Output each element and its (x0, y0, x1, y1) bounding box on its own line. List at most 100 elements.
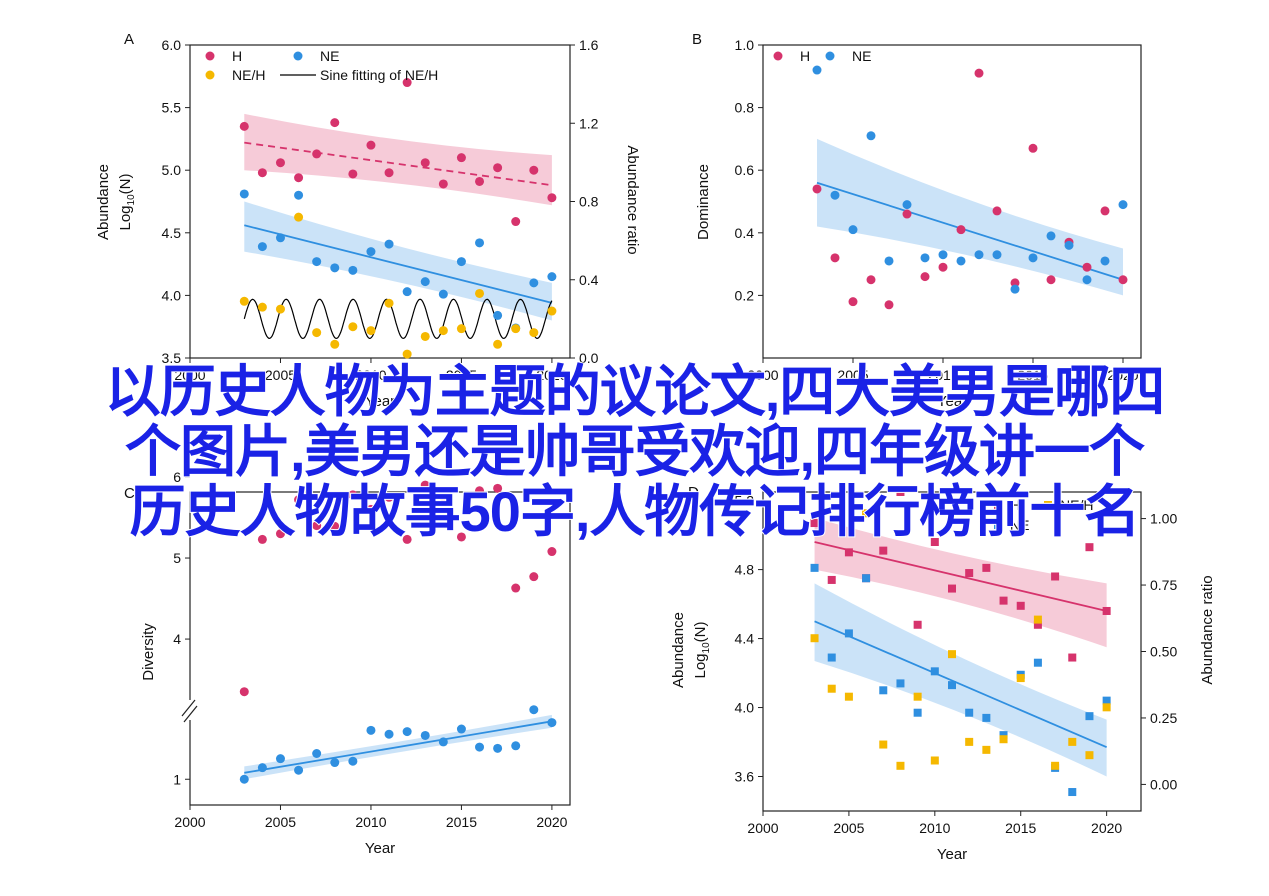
panel-d-ne-point (948, 681, 956, 690)
panel-c-xtick-label: 2000 (174, 814, 205, 830)
panel-d-h-point (1051, 572, 1060, 581)
panel-c-h-point (493, 483, 503, 493)
panel-d-neh-point (1051, 761, 1060, 770)
panel-d-ylabel: Abundance (670, 612, 687, 688)
panel-a-y2tick-label: 1.2 (579, 115, 599, 131)
panel-d-neh-point (1102, 703, 1111, 712)
panel-b-ne-point (884, 256, 894, 266)
panel-b-h-point (1118, 275, 1128, 285)
panel-c-h-point (511, 583, 521, 593)
panel-c-xtick-label: 2010 (355, 814, 386, 830)
panel-b-h-point (938, 262, 948, 272)
panel-a-ne-point (366, 247, 376, 257)
panel-c-ne-point (475, 742, 485, 752)
panel-a: A 2000 2005 2010 2015 2020 Year 3.5 4.0 4.5 5.0 5.… (95, 31, 641, 410)
panel-a-plot: 2000 2005 2010 2015 2020 Year 3.5 4.0 4.5 5.0 5.5 6… (162, 37, 599, 410)
panel-a-ne-point (330, 263, 340, 273)
panel-a-neh-point (475, 288, 485, 298)
panel-b-ne-point (902, 200, 912, 210)
panel-c-ne-point (257, 763, 267, 773)
panel-a-ne-point (257, 242, 267, 252)
panel-a-h-point (402, 78, 412, 88)
panel-d-h-point (1102, 606, 1111, 615)
legend-neh-marker (205, 70, 215, 80)
panel-d-h-point (913, 620, 922, 629)
panel-b-ne-point (830, 190, 840, 200)
panel-a-sine-fit-line (243, 298, 553, 340)
panel-a-neh-point (239, 296, 249, 306)
panel-a-ytick-label: 5.5 (162, 100, 182, 116)
panel-d-ne-point (810, 563, 819, 572)
panel-a-ne-point (438, 289, 448, 299)
panel-d-neh-point (913, 692, 922, 701)
panel-a-xtick-label: 2020 (536, 367, 567, 383)
panel-a-label: A (124, 31, 134, 48)
panel-d-ne-point (965, 708, 974, 717)
panel-d-y2tick-label: 0.00 (1150, 776, 1177, 792)
panel-d-xtick-label: 2015 (1005, 820, 1036, 836)
panel-b-ne-point (920, 253, 930, 263)
legend-ne-label: NE (320, 48, 339, 64)
panel-d: D 2000 2005 2010 2015 2020 Year 3.6 4.0 4.4 4.8 5.… (670, 484, 1216, 863)
panel-c-ne-point (456, 724, 466, 734)
panel-a-neh-point (312, 328, 322, 338)
panel-b-ne-point (1118, 200, 1128, 210)
panel-d-neh-point (1016, 674, 1025, 683)
panel-b-xlabel: Year (937, 393, 967, 410)
panel-a-xtick-label: 2015 (446, 367, 477, 383)
panel-d-h-point (948, 584, 956, 593)
panel-d-ytick-label: 5.2 (735, 493, 755, 509)
panel-a-ne-point (275, 233, 285, 243)
panel-a-ylabel: Abundance (95, 164, 112, 240)
panel-a-neh-point (438, 326, 448, 336)
panel-a-ne-fit-line (244, 224, 553, 304)
panel-a-h-point (529, 165, 539, 175)
panel-d-y2tick-label: 0.50 (1150, 644, 1177, 660)
panel-b-ne-point (1010, 284, 1020, 294)
panel-b-ne-point (848, 225, 858, 235)
panel-d-legend: H NE NE/H (994, 497, 1093, 533)
panel-a-ytick-label: 4.5 (162, 225, 182, 241)
panel-c-h-point (239, 687, 249, 697)
panel-d-xlabel: Year (937, 846, 967, 863)
panel-a-h-fit-line (244, 141, 553, 187)
panel-d-xtick-label: 2020 (1091, 820, 1122, 836)
panel-d-neh-point (896, 761, 905, 770)
panel-b-ne-fit-line (816, 181, 1124, 281)
panel-d-neh-point (982, 745, 991, 754)
panel-c-h-point (348, 490, 358, 500)
panel-c-ytick-label: 5 (173, 550, 181, 566)
panel-a-neh-point (511, 324, 521, 334)
panel-a-h-point (239, 121, 249, 131)
panel-a-neh-point (547, 306, 557, 316)
panel-b-ytick-label: 0.2 (735, 287, 755, 303)
panel-d-ytick-label: 4.4 (735, 631, 755, 647)
panel-a-y2tick-label: 0.0 (579, 350, 599, 366)
panel-a-legend: H NE NE/H Sine fitting of NE/H (205, 48, 438, 83)
panel-d-neh-point (948, 650, 956, 659)
panel-c-ne-point (420, 730, 430, 740)
panel-a-neh-point (275, 304, 285, 314)
panel-c-ne-point (366, 725, 376, 735)
panel-a-ylabel-log: Log10(N) (117, 174, 137, 231)
panel-b-ne-point (1028, 253, 1038, 263)
legend-d-ne-label: NE (1010, 517, 1029, 533)
legend-b-ne-label: NE (852, 48, 871, 64)
panel-a-h-point (511, 217, 521, 227)
panel-c: C 2000 2005 2010 2015 2020 Year 1 4 5 6 Diversity (124, 469, 571, 857)
panel-a-ne-point (493, 310, 503, 320)
panel-b-h-point (866, 275, 876, 285)
panel-c-h-point (420, 480, 430, 490)
panel-d-ne-point (862, 574, 871, 583)
panel-d-h-point (1085, 543, 1094, 552)
panel-d-h-point (1016, 601, 1025, 610)
panel-b-h-point (956, 225, 966, 235)
panel-d-ne-point (844, 629, 853, 638)
panel-b-xtick-label: 2000 (747, 367, 778, 383)
panel-d-h-point (1033, 620, 1042, 629)
panel-d-h-point (827, 575, 836, 584)
panel-c-ytick-label: 4 (173, 631, 181, 647)
panel-b-ne-point (938, 250, 948, 260)
panel-b-xtick-label: 2015 (1017, 367, 1048, 383)
